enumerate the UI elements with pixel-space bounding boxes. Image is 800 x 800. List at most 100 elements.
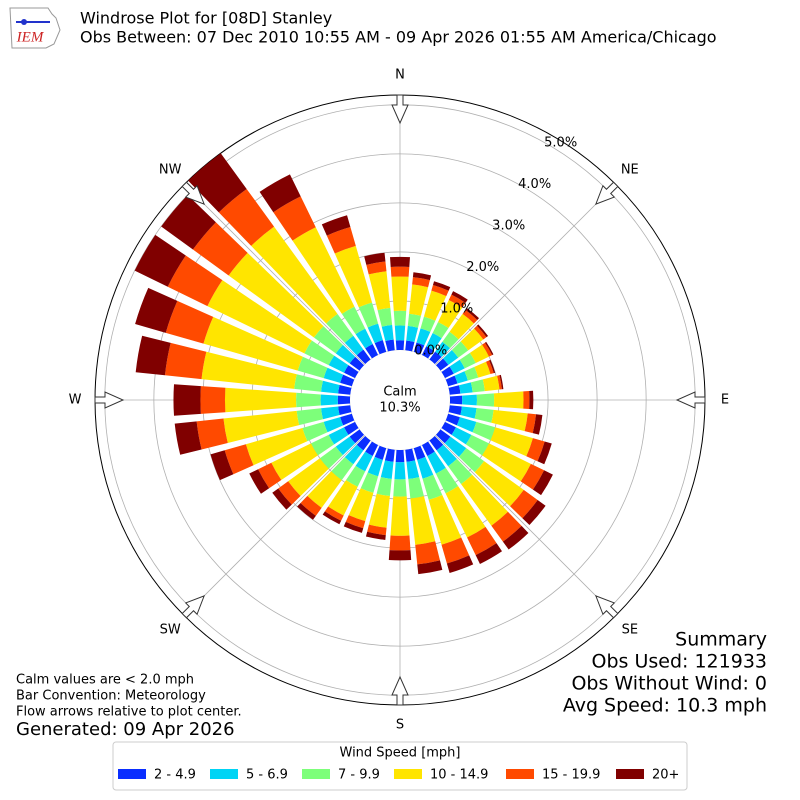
bar-segment: [161, 194, 216, 250]
bar-segment: [435, 467, 459, 494]
bar-segment: [417, 560, 443, 575]
bar-segment: [135, 287, 178, 333]
bar-segment: [374, 445, 387, 460]
flow-arrow: [594, 594, 619, 619]
bar-segment: [338, 384, 352, 395]
bar-segment: [224, 387, 297, 413]
bar-segment: [334, 245, 373, 308]
bar-segment: [218, 188, 275, 246]
legend-swatch: [506, 769, 534, 779]
summary-line: Obs Used: 121933: [592, 651, 767, 673]
bar-segment: [135, 335, 171, 376]
bar-segment: [196, 418, 228, 450]
bar-segment: [349, 429, 365, 444]
bar-segment: [475, 543, 502, 564]
grid-spoke: [435, 435, 616, 616]
bar-segment: [476, 324, 489, 338]
bar-segment: [296, 408, 323, 426]
bar-segment: [356, 349, 371, 365]
bar-segment: [356, 435, 371, 451]
generated: Generated: 09 Apr 2026: [16, 719, 235, 740]
bar-segment: [451, 341, 469, 358]
bar-segment: [394, 462, 406, 480]
calm-label: Calm: [383, 385, 416, 400]
grid-spoke: [184, 184, 365, 365]
bar-segment: [165, 300, 214, 344]
bar-segment: [444, 436, 467, 457]
bar-segment: [532, 414, 543, 435]
bar-segment: [474, 361, 491, 378]
bar-segment: [389, 535, 411, 551]
bar-segment: [249, 469, 270, 494]
legend-swatch: [302, 769, 330, 779]
bar-segment: [344, 365, 359, 379]
flow-arrow: [594, 181, 619, 206]
bar-segment: [491, 511, 522, 542]
bar-segment: [320, 394, 338, 406]
bar-segment: [367, 456, 383, 477]
bar-segment: [364, 252, 386, 265]
legend: 2 - 4.9 5 - 6.9 7 - 9.9 10 - 14.9 15 - 19.9 2…: [118, 768, 679, 783]
bar-segment: [485, 360, 494, 375]
bar-segment: [310, 434, 335, 456]
bar-segment: [502, 525, 529, 550]
bar-segment: [432, 281, 451, 291]
bar-segment: [435, 429, 451, 444]
bar-segment: [335, 344, 356, 364]
logo: IEM: [9, 7, 61, 49]
bar-segment: [438, 299, 463, 329]
r-tick-label: 4.0%: [518, 177, 551, 192]
bar-segment: [449, 395, 463, 405]
bar-segment: [390, 266, 410, 277]
note: Bar Convention: Meteorology: [16, 689, 206, 704]
bar-segment: [203, 316, 303, 371]
bar-segment: [343, 521, 364, 533]
bar-segment: [428, 494, 462, 545]
bar-segment: [491, 409, 528, 432]
bar-segment: [429, 435, 444, 451]
chart-subtitle: Obs Between: 07 Dec 2010 10:55 AM - 09 A…: [80, 28, 717, 47]
r-tick-label: 2.0%: [466, 260, 499, 275]
bar-segment: [524, 413, 537, 434]
bar-segment: [348, 488, 374, 522]
bar-segment: [391, 276, 409, 311]
bar-segment: [366, 261, 387, 275]
bar-segment: [349, 356, 365, 371]
bar-segment: [395, 340, 405, 351]
bar-segment: [523, 390, 530, 410]
bar-segment: [134, 234, 186, 287]
flow-arrow: [94, 391, 125, 409]
logo-outline: [9, 7, 61, 49]
bar-segment: [167, 255, 223, 307]
bar-segment: [427, 451, 446, 474]
bar-segment: [462, 394, 477, 406]
bar-segment: [408, 477, 424, 499]
calm-value: 10.3%: [379, 401, 420, 416]
bar-segment: [441, 366, 454, 379]
bar-segment: [451, 427, 472, 445]
summary-line: Avg Speed: 10.3 mph: [563, 695, 767, 717]
bar-segment: [526, 438, 545, 462]
bar-segment: [499, 374, 504, 390]
bar-segment: [435, 358, 449, 371]
bar-segment: [421, 346, 434, 359]
bar-segment: [459, 352, 476, 369]
summary-line: Summary: [675, 629, 767, 651]
legend-label: 2 - 4.9: [154, 768, 196, 783]
bar-segment: [537, 441, 552, 465]
chart-title: Windrose Plot for [08D] Stanley: [80, 9, 332, 28]
direction-label: SE: [622, 622, 638, 637]
bar-segment: [445, 413, 460, 426]
direction-label: SW: [160, 622, 181, 637]
bar-segment: [489, 359, 496, 374]
bar-segment: [465, 307, 480, 320]
r-tick-label: 1.0%: [440, 302, 473, 317]
bar-segment: [251, 226, 338, 324]
bar-segment: [454, 371, 468, 384]
bar-segment: [345, 515, 366, 529]
bar-segment: [510, 489, 538, 519]
legend-label: 7 - 9.9: [338, 768, 380, 783]
bar-segment: [529, 390, 534, 410]
